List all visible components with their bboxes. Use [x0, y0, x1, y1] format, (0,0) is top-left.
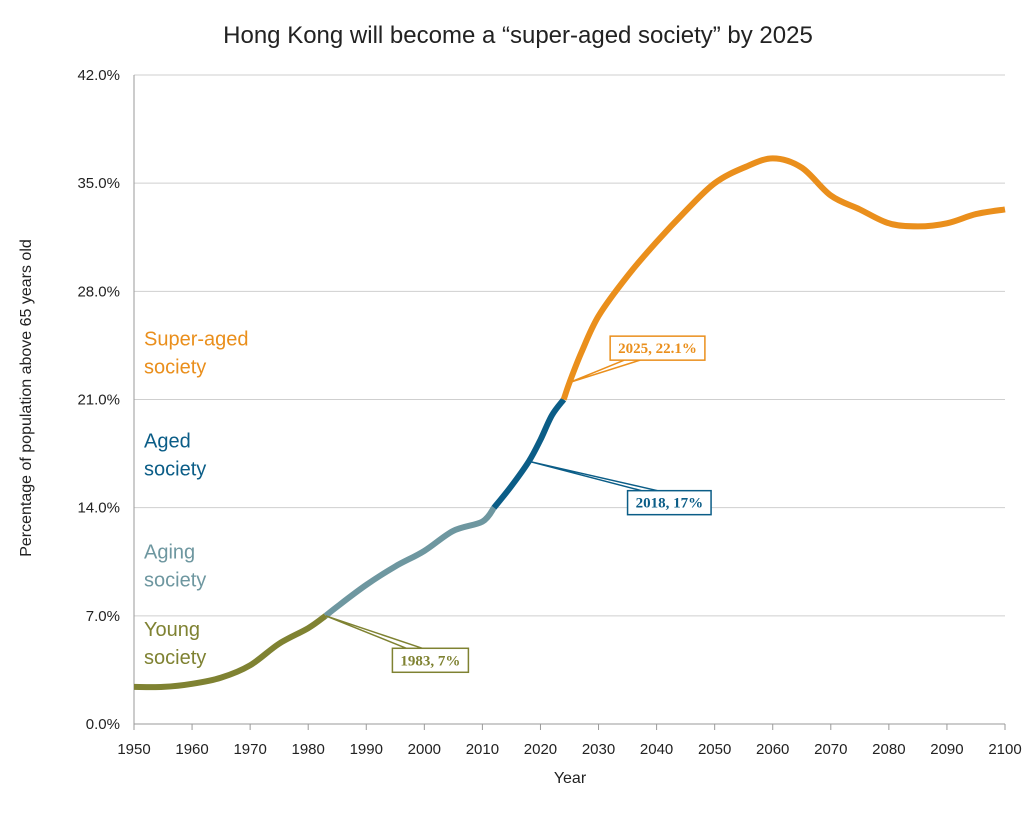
- annotations: 2025, 22.1% 2018, 17% 1983, 7%: [325, 335, 712, 674]
- x-tick-label: 1960: [175, 741, 208, 758]
- callout-pointer: [325, 615, 423, 649]
- y-axis-label: Percentage of population above 65 years …: [18, 239, 35, 557]
- callout-label: 2025, 22.1%: [618, 341, 697, 357]
- y-tick-label: 0.0%: [86, 716, 120, 733]
- callout-pointer: [528, 460, 658, 492]
- x-tick-label: 2030: [582, 741, 615, 758]
- region-label: Young society: [144, 619, 206, 669]
- region-label-line: society: [144, 356, 206, 378]
- x-tick-label: 2070: [814, 741, 847, 758]
- x-tick-label: 1970: [233, 741, 266, 758]
- y-tick-label: 21.0%: [77, 392, 120, 409]
- y-tick-label: 28.0%: [77, 283, 120, 300]
- y-tick-label: 7.0%: [86, 608, 120, 625]
- x-tick-label: 1980: [292, 741, 325, 758]
- x-tick-label: 2010: [466, 741, 499, 758]
- x-tick-label: 2090: [930, 741, 963, 758]
- gridlines: [134, 74, 1005, 617]
- x-tick-label: 2050: [698, 741, 731, 758]
- y-tick-label: 42.0%: [77, 67, 120, 84]
- x-tick-label: 1990: [350, 741, 383, 758]
- callout-pointer: [569, 359, 641, 384]
- callout: 2025, 22.1%: [569, 335, 706, 384]
- region-label: Aged society: [144, 430, 206, 480]
- region-label: Super-aged society: [144, 328, 249, 378]
- region-label-line: society: [144, 570, 206, 592]
- region-label-line: society: [144, 647, 206, 669]
- tick-labels: 0.0% 7.0% 14.0% 21.0% 28.0% 35.0% 42.0% 1950 196…: [77, 67, 1021, 758]
- y-tick-label: 14.0%: [77, 500, 120, 517]
- callout-box: [609, 335, 706, 361]
- axes: [133, 75, 1006, 730]
- series-line-aging-society: [323, 505, 497, 619]
- x-tick-label: 2060: [756, 741, 789, 758]
- series-line-aged-society: [491, 397, 567, 510]
- chart-title: Hong Kong will become a “super-aged soci…: [223, 22, 813, 49]
- callout-label: 2018, 17%: [636, 496, 704, 512]
- x-tick-label: 2080: [872, 741, 905, 758]
- region-label-line: Aged: [144, 430, 191, 452]
- series-line-young-society: [133, 613, 328, 691]
- region-label: Aging society: [144, 542, 206, 592]
- callout: 2018, 17%: [528, 460, 712, 516]
- callout-box: [391, 647, 470, 674]
- region-label-line: Super-aged: [144, 328, 249, 350]
- region-label-line: Aging: [144, 542, 195, 564]
- region-label-line: society: [144, 458, 206, 480]
- x-tick-label: 2040: [640, 741, 673, 758]
- x-tick-label: 2020: [524, 741, 557, 758]
- region-labels: Super-aged society Aged society Aging society…: [144, 328, 249, 669]
- x-tick-label: 2100: [988, 741, 1021, 758]
- series-line-super-aged-society: [560, 155, 1006, 401]
- callout-label: 1983, 7%: [400, 653, 460, 669]
- callout-box: [626, 489, 712, 516]
- callout: 1983, 7%: [325, 615, 470, 674]
- series-lines: [133, 155, 1006, 691]
- region-label-line: Young: [144, 619, 200, 641]
- y-tick-label: 35.0%: [77, 175, 120, 192]
- x-tick-label: 1950: [117, 741, 150, 758]
- x-axis-label: Year: [554, 770, 587, 787]
- x-tick-label: 2000: [408, 741, 441, 758]
